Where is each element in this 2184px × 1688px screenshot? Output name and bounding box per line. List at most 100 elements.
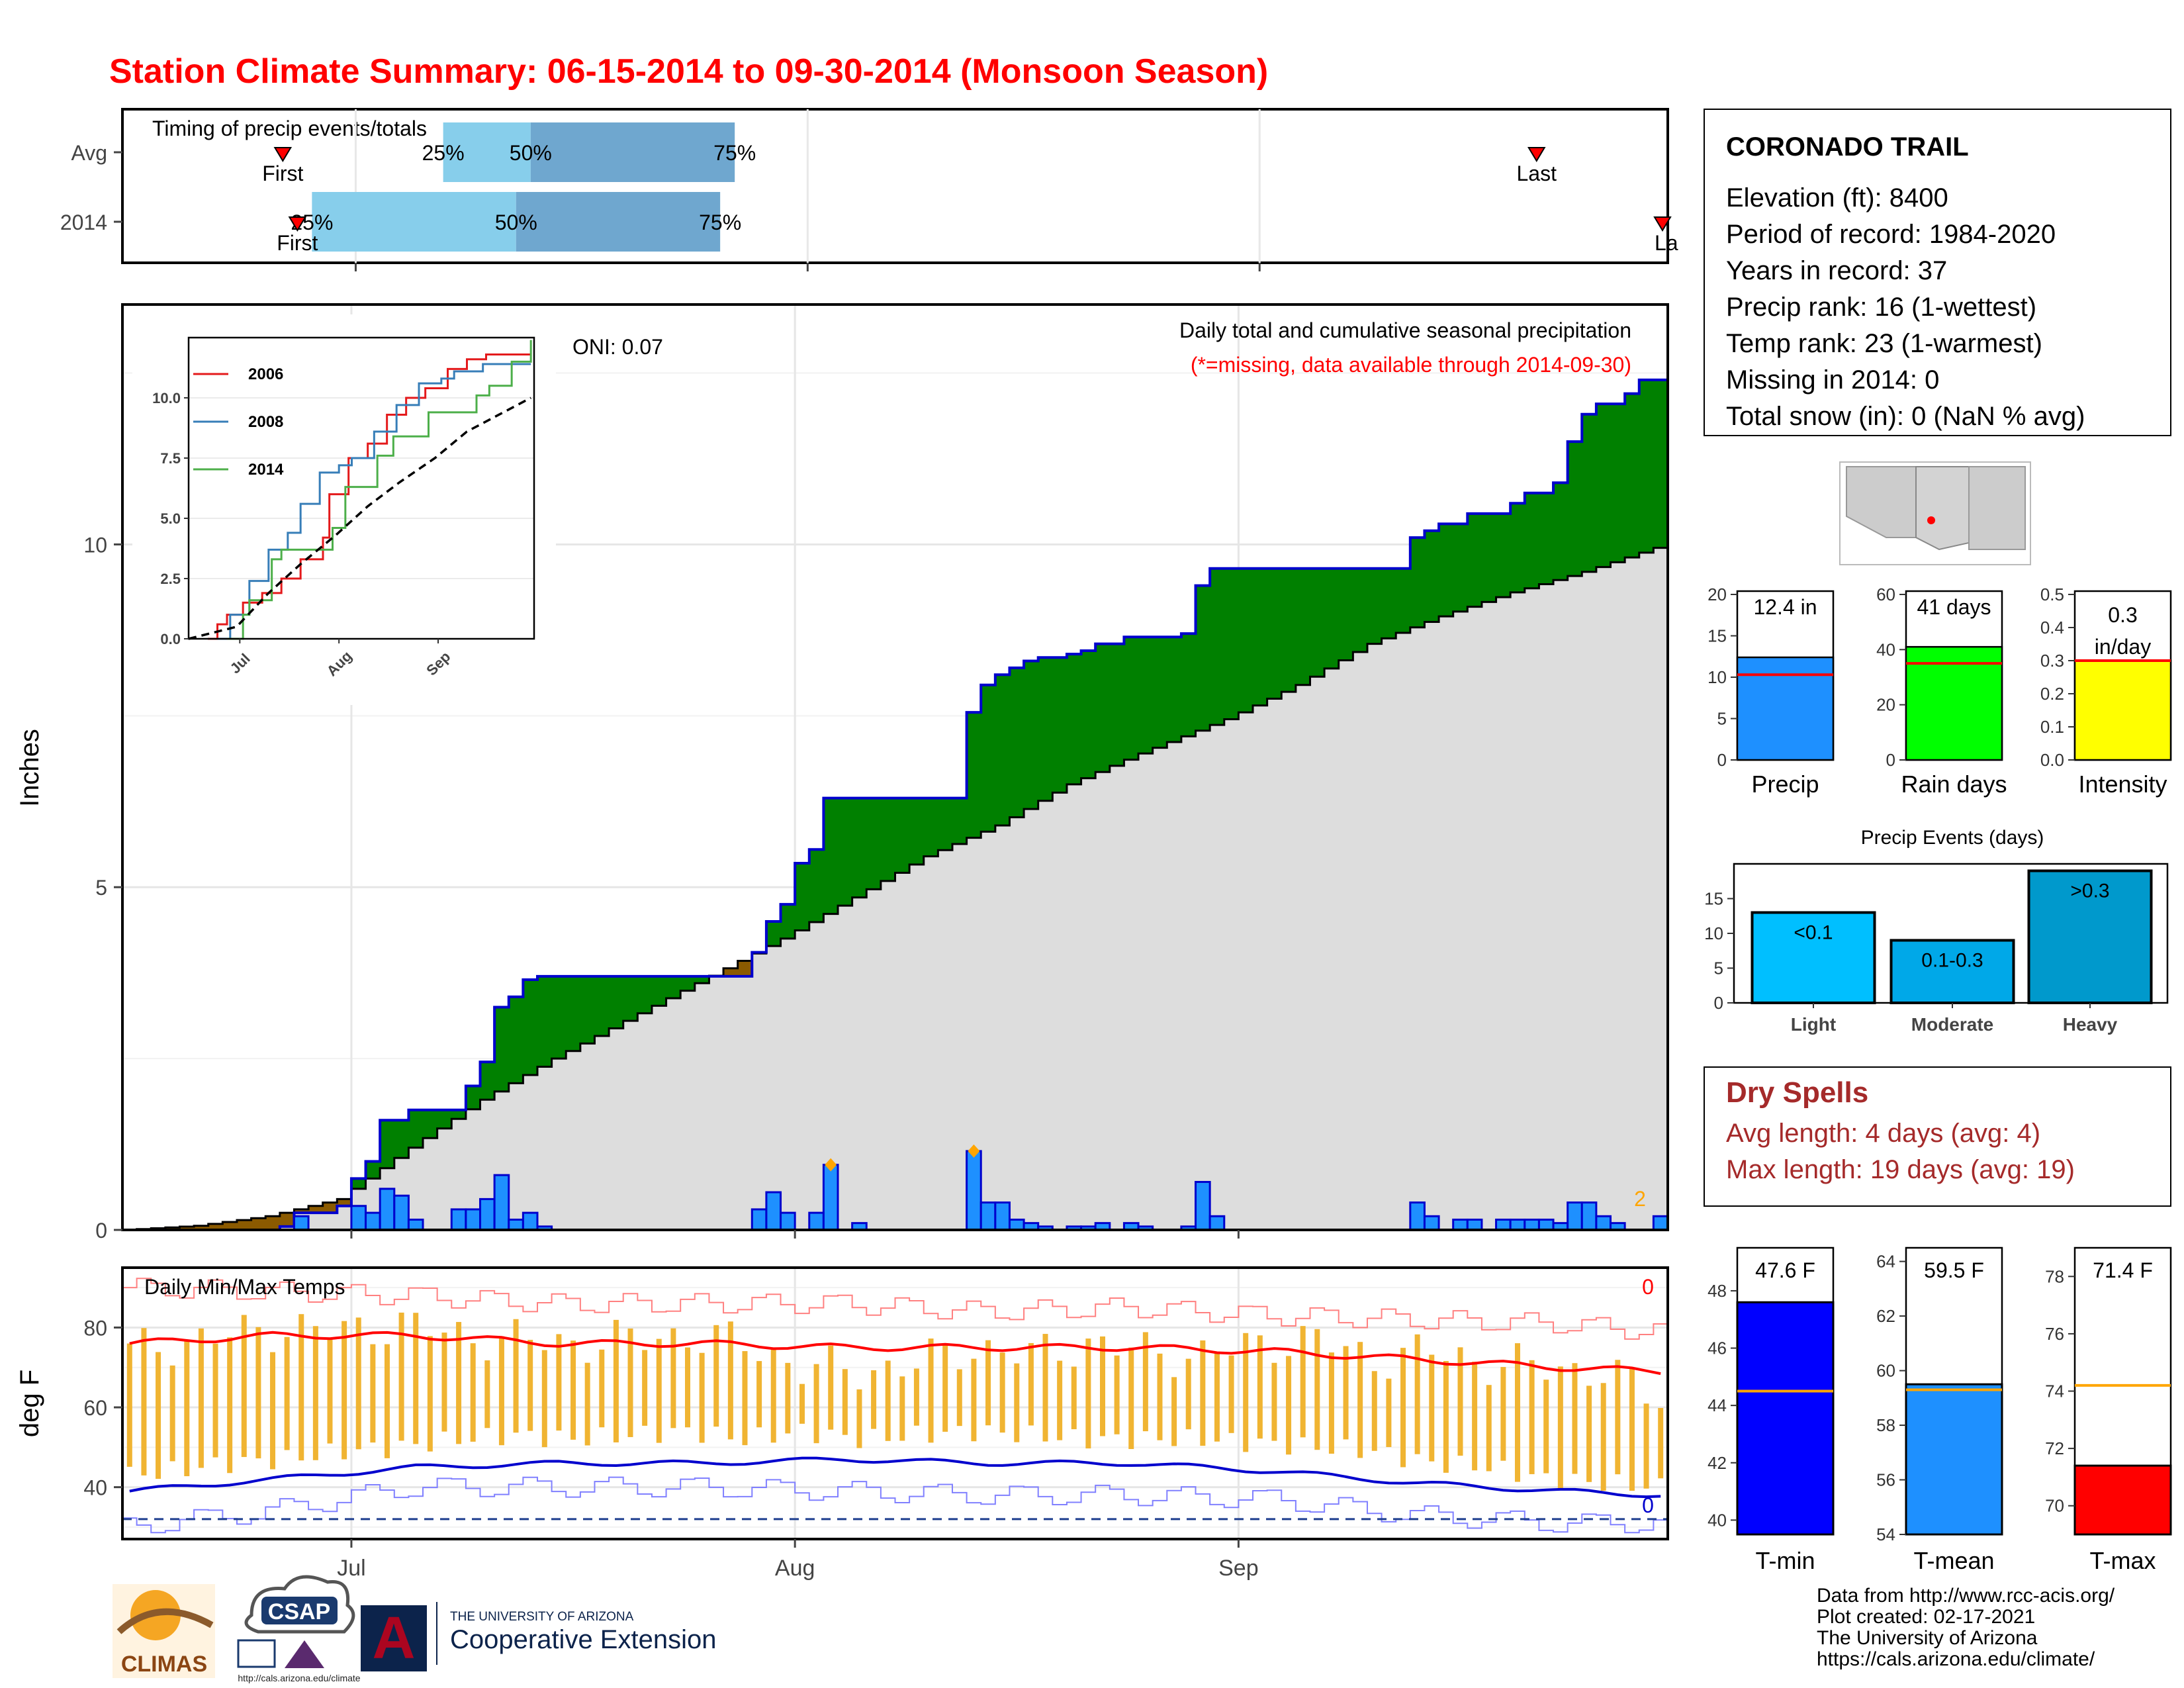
temp-bar-tick-label: 78 bbox=[2045, 1266, 2064, 1286]
daily-temp-range-bar bbox=[513, 1319, 519, 1433]
timing-label-50: 50% bbox=[495, 211, 537, 234]
ua-logo-block bbox=[361, 1605, 427, 1671]
ua-logo-big-text: Cooperative Extension bbox=[450, 1625, 716, 1654]
daily-temp-range-bar bbox=[270, 1352, 276, 1470]
events-plot: 0 5 10 15 <0.1 Light 0.1-0.3 Moderate >0.3 Heavy bbox=[1704, 863, 2169, 1035]
daily-temp-range-bar bbox=[785, 1362, 791, 1434]
csap-url: http://cals.arizona.edu/climate bbox=[238, 1673, 360, 1683]
map-state-california bbox=[1846, 466, 1917, 538]
daily-precip-bar bbox=[465, 1208, 482, 1231]
precip-events-chart: Precip Events (days) 0 5 10 15 <0.1 Light 0.1-… bbox=[1704, 827, 2169, 1035]
daily-temp-range-bar bbox=[1028, 1342, 1034, 1426]
record-min-line bbox=[122, 1476, 1668, 1534]
daily-temp-range-bar bbox=[613, 1319, 619, 1442]
summary-bar-charts: 12.4 in 0 5 10 15 20 Precip 41 days 0 20 40 60 Rain … bbox=[1707, 585, 2172, 798]
daily-temp-range-bar bbox=[727, 1321, 733, 1440]
daily-temp-range-bar bbox=[742, 1351, 748, 1446]
station-name: CORONADO TRAIL bbox=[1726, 132, 1969, 162]
inset-frame bbox=[187, 336, 535, 640]
temp-bar-value: 47.6 F bbox=[1755, 1258, 1815, 1282]
events-bar-label: 0.1-0.3 bbox=[1921, 950, 1983, 972]
daily-temp-range-bar bbox=[1171, 1377, 1177, 1446]
daily-temp-range-bar bbox=[599, 1349, 605, 1428]
daily-temp-range-bar bbox=[1443, 1361, 1449, 1473]
avg-max-line bbox=[129, 1331, 1661, 1376]
daily-temp-range-bar bbox=[1243, 1333, 1249, 1452]
timing-last-marker bbox=[1527, 147, 1546, 162]
daily-temp-range-bar bbox=[312, 1326, 318, 1460]
inset-y-tick-label: 2.5 bbox=[160, 571, 181, 587]
summary-bar-tick-label: 40 bbox=[1876, 639, 1895, 659]
daily-temp-range-bar bbox=[656, 1338, 662, 1443]
daily-precip-bar bbox=[1567, 1201, 1583, 1231]
daily-precip-bar bbox=[350, 1205, 367, 1231]
daily-temp-range-bar bbox=[126, 1343, 132, 1467]
inset-legend-label: 2008 bbox=[248, 413, 283, 431]
timing-last-marker bbox=[1653, 216, 1672, 232]
daily-temp-range-bar bbox=[1472, 1362, 1478, 1471]
daily-precip-bar bbox=[808, 1211, 825, 1231]
daily-temp-range-bar bbox=[1529, 1360, 1535, 1474]
daily-temp-range-bar bbox=[1343, 1346, 1349, 1440]
footer-credit-line: Plot created: 02-17-2021 bbox=[1817, 1606, 2035, 1628]
daily-temp-range-bar bbox=[470, 1343, 476, 1442]
precip-y-tick-label: 0 bbox=[95, 1219, 107, 1243]
precip-y-tick-label: 5 bbox=[95, 876, 107, 900]
timing-last-label: Last bbox=[1517, 162, 1557, 185]
summary-bar-tick-label: 10 bbox=[1707, 667, 1727, 687]
inset-legend-label: 2014 bbox=[248, 461, 284, 479]
daily-temp-range-bar bbox=[1314, 1329, 1320, 1450]
temp-bar-tick-label: 58 bbox=[1876, 1415, 1895, 1435]
daily-temp-range-bar bbox=[212, 1343, 218, 1458]
timing-first-label: First bbox=[277, 231, 318, 255]
daily-temp-range-bar bbox=[1514, 1343, 1520, 1482]
temps-frame bbox=[121, 1266, 1669, 1540]
temps-y-tick-label: 40 bbox=[83, 1476, 107, 1500]
timing-title: Timing of precip events/totals bbox=[152, 117, 427, 140]
daily-temp-range-bar bbox=[556, 1334, 562, 1431]
events-title: Precip Events (days) bbox=[1861, 827, 2044, 849]
daily-temp-range-bar bbox=[1214, 1352, 1220, 1442]
timing-first-marker bbox=[288, 216, 307, 232]
precip-panel: 0 5 10 Inches ONI: 0.07 Daily total and cu… bbox=[15, 303, 1669, 1243]
temp-bar bbox=[1736, 1301, 1835, 1536]
daily-precip-bar bbox=[365, 1211, 381, 1231]
daily-temp-range-bar bbox=[985, 1340, 991, 1426]
station-info-line: Precip rank: 16 (1-wettest) bbox=[1726, 293, 2036, 322]
station-lines: Elevation (ft): 8400 Period of record: 19… bbox=[1726, 183, 2085, 431]
daily-temp-range-bar bbox=[1586, 1385, 1592, 1482]
events-bar bbox=[2027, 869, 2153, 1004]
temps-axes: 40 60 80 Jul Aug Sep bbox=[83, 1316, 1258, 1581]
temp-bar-tick-label: 48 bbox=[1707, 1281, 1727, 1301]
daily-precip-bar bbox=[751, 1208, 768, 1231]
temp-bar-tick-label: 64 bbox=[1876, 1252, 1895, 1272]
daily-temp-range-bar bbox=[856, 1389, 862, 1448]
daily-temp-range-bar bbox=[541, 1350, 547, 1448]
daily-temp-range-bar bbox=[1629, 1369, 1635, 1491]
station-info-box: CORONADO TRAIL Elevation (ft): 8400 Perio… bbox=[1704, 109, 2171, 436]
daily-precip-bar bbox=[1452, 1218, 1469, 1231]
summary-bar-tick-label: 0.5 bbox=[2040, 585, 2064, 604]
precip-caption: Daily total and cumulative seasonal prec… bbox=[1179, 318, 1631, 342]
daily-temp-range-bar bbox=[298, 1314, 304, 1461]
daily-temp-range-bar bbox=[398, 1312, 404, 1441]
dry-spells-max: Max length: 19 days (avg: 19) bbox=[1726, 1155, 2075, 1184]
station-location-marker bbox=[1927, 516, 1935, 524]
summary-bar-tick-label: 0.4 bbox=[2040, 618, 2064, 637]
daily-precip-bar bbox=[1466, 1218, 1483, 1231]
record-max-line bbox=[122, 1278, 1668, 1340]
temp-bar-tick-label: 42 bbox=[1707, 1453, 1727, 1473]
dry-spells-title: Dry Spells bbox=[1726, 1076, 1868, 1109]
daily-temp-range-bar bbox=[1615, 1360, 1621, 1475]
events-bar-label: >0.3 bbox=[2070, 880, 2109, 902]
station-info-line: Total snow (in): 0 (NaN % avg) bbox=[1726, 402, 2085, 431]
timing-label-75: 75% bbox=[713, 141, 756, 165]
events-y-tick-label: 0 bbox=[1714, 993, 1723, 1013]
daily-temp-range-bar bbox=[1057, 1360, 1063, 1440]
temp-bar-label: T-max bbox=[2089, 1547, 2156, 1574]
daily-precip-bar bbox=[479, 1197, 496, 1231]
csap-logo: CSAP http://cals.arizona.edu/climate bbox=[237, 1575, 361, 1683]
daily-precip-bar bbox=[1195, 1181, 1211, 1231]
dry-spells-box: Dry Spells Avg length: 4 days (avg: 4) M… bbox=[1704, 1066, 2171, 1207]
